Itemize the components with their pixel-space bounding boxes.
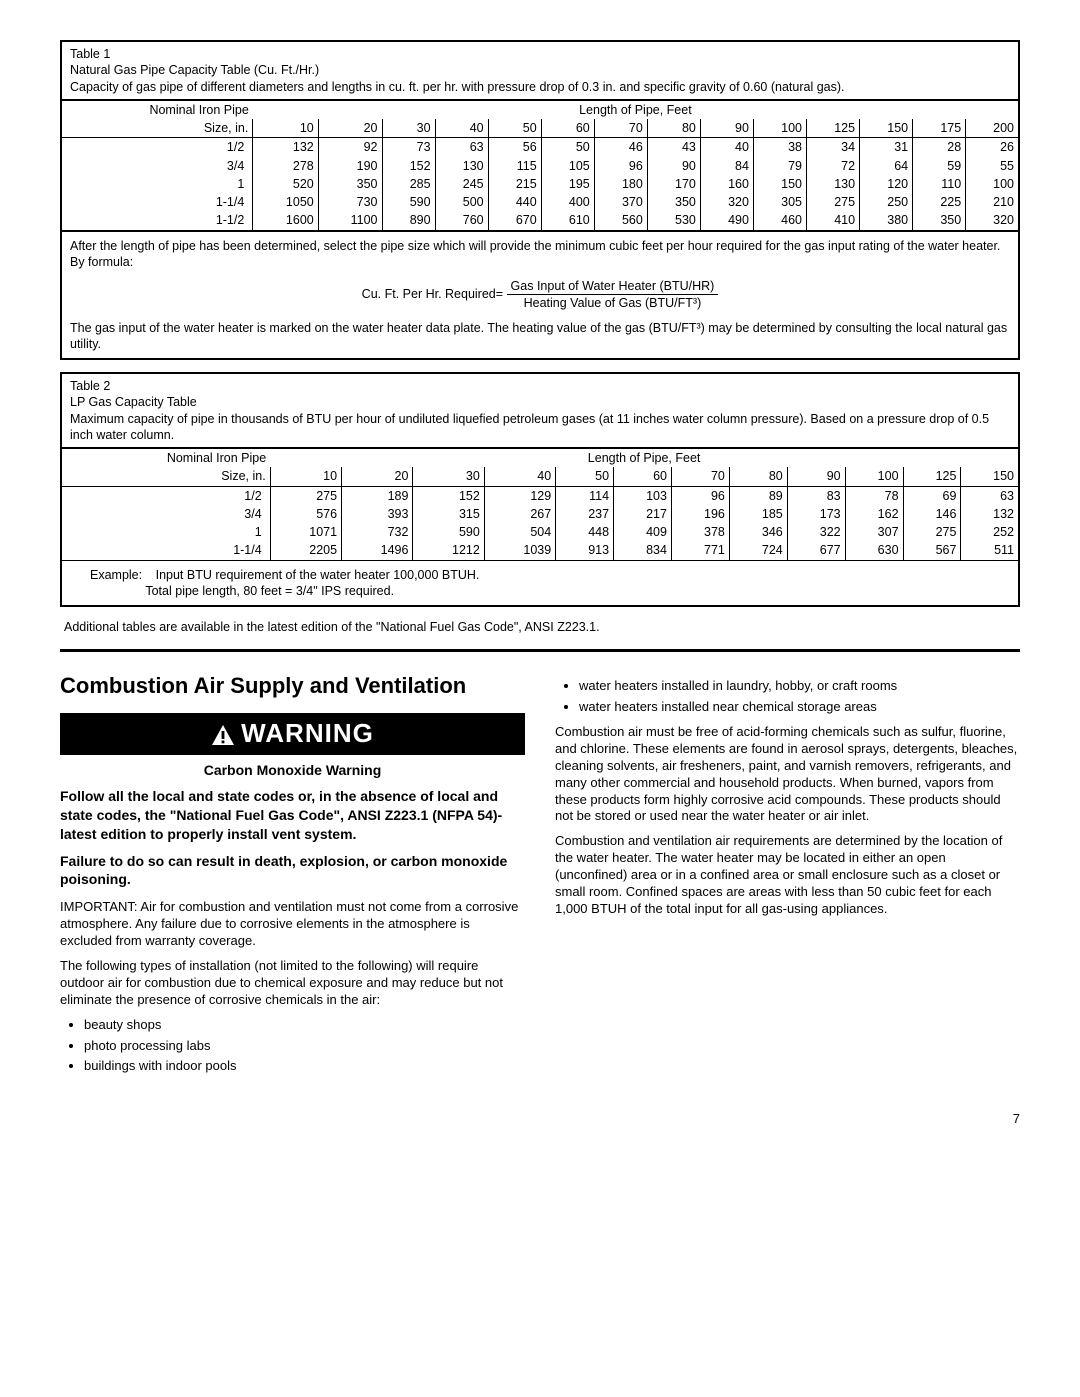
left-column: Combustion Air Supply and Ventilation WA… (60, 672, 525, 1081)
list-item: water heaters installed in laundry, hobb… (579, 678, 1020, 695)
warning-header-text: WARNING (241, 718, 374, 748)
list-item: water heaters installed near chemical st… (579, 699, 1020, 716)
warning-triangle-icon (211, 724, 235, 746)
table1-caption: Capacity of gas pipe of different diamet… (70, 79, 1010, 95)
warning-subheading: Carbon Monoxide Warning (60, 761, 525, 779)
right-p2: Combustion and ventilation air requireme… (555, 833, 1020, 917)
left-p2: The following types of installation (not… (60, 958, 525, 1009)
warning-p1: Follow all the local and state codes or,… (60, 787, 525, 844)
example-label: Example: (90, 568, 142, 582)
formula-numerator: Gas Input of Water Heater (BTU/HR) (507, 278, 719, 295)
table2-example: Example: Input BTU requirement of the wa… (62, 560, 1018, 606)
right-bullet-list: water heaters installed in laundry, hobb… (555, 678, 1020, 716)
table1-note1: After the length of pipe has been determ… (70, 238, 1010, 271)
section-divider (60, 649, 1020, 652)
table1-natural-gas: Table 1 Natural Gas Pipe Capacity Table … (60, 40, 1020, 360)
table2-caption: Maximum capacity of pipe in thousands of… (70, 411, 1010, 444)
formula-fraction: Gas Input of Water Heater (BTU/HR) Heati… (507, 278, 719, 312)
table2-lp-gas: Table 2 LP Gas Capacity Table Maximum ca… (60, 372, 1020, 607)
section-heading: Combustion Air Supply and Ventilation (60, 672, 525, 701)
list-item: buildings with indoor pools (84, 1058, 525, 1075)
right-p1: Combustion air must be free of acid-form… (555, 724, 1020, 825)
warning-header: WARNING (60, 713, 525, 755)
example-line1: Input BTU requirement of the water heate… (156, 568, 480, 582)
list-item: photo processing labs (84, 1038, 525, 1055)
example-line2: Total pipe length, 80 feet = 3/4" IPS re… (145, 584, 394, 598)
list-item: beauty shops (84, 1017, 525, 1034)
table2-grid: Nominal Iron PipeLength of Pipe, FeetSiz… (62, 447, 1018, 560)
warning-p2: Failure to do so can result in death, ex… (60, 852, 525, 890)
formula-lhs: Cu. Ft. Per Hr. Required= (362, 287, 503, 301)
warning-box: WARNING Carbon Monoxide Warning Follow a… (60, 713, 525, 889)
formula-denominator: Heating Value of Gas (BTU/FT³) (507, 295, 719, 311)
right-column: water heaters installed in laundry, hobb… (555, 672, 1020, 1081)
table1-header-block: Table 1 Natural Gas Pipe Capacity Table … (62, 42, 1018, 99)
important-paragraph: IMPORTANT: Air for combustion and ventil… (60, 899, 525, 950)
table1-note2: The gas input of the water heater is mar… (70, 320, 1010, 353)
table2-header-block: Table 2 LP Gas Capacity Table Maximum ca… (62, 374, 1018, 447)
table1-grid: Nominal Iron PipeLength of Pipe, FeetSiz… (62, 99, 1018, 230)
page-number: 7 (60, 1111, 1020, 1128)
table1-footnote: After the length of pipe has been determ… (62, 230, 1018, 359)
additional-tables-note: Additional tables are available in the l… (64, 619, 1016, 635)
table2-title: LP Gas Capacity Table (70, 394, 1010, 410)
warning-body: Follow all the local and state codes or,… (60, 787, 525, 889)
table1-label: Table 1 (70, 46, 1010, 62)
table2-label: Table 2 (70, 378, 1010, 394)
left-bullet-list: beauty shops photo processing labs buildin… (60, 1017, 525, 1076)
two-column-layout: Combustion Air Supply and Ventilation WA… (60, 672, 1020, 1081)
table1-formula: Cu. Ft. Per Hr. Required= Gas Input of W… (70, 278, 1010, 312)
table1-title: Natural Gas Pipe Capacity Table (Cu. Ft.… (70, 62, 1010, 78)
